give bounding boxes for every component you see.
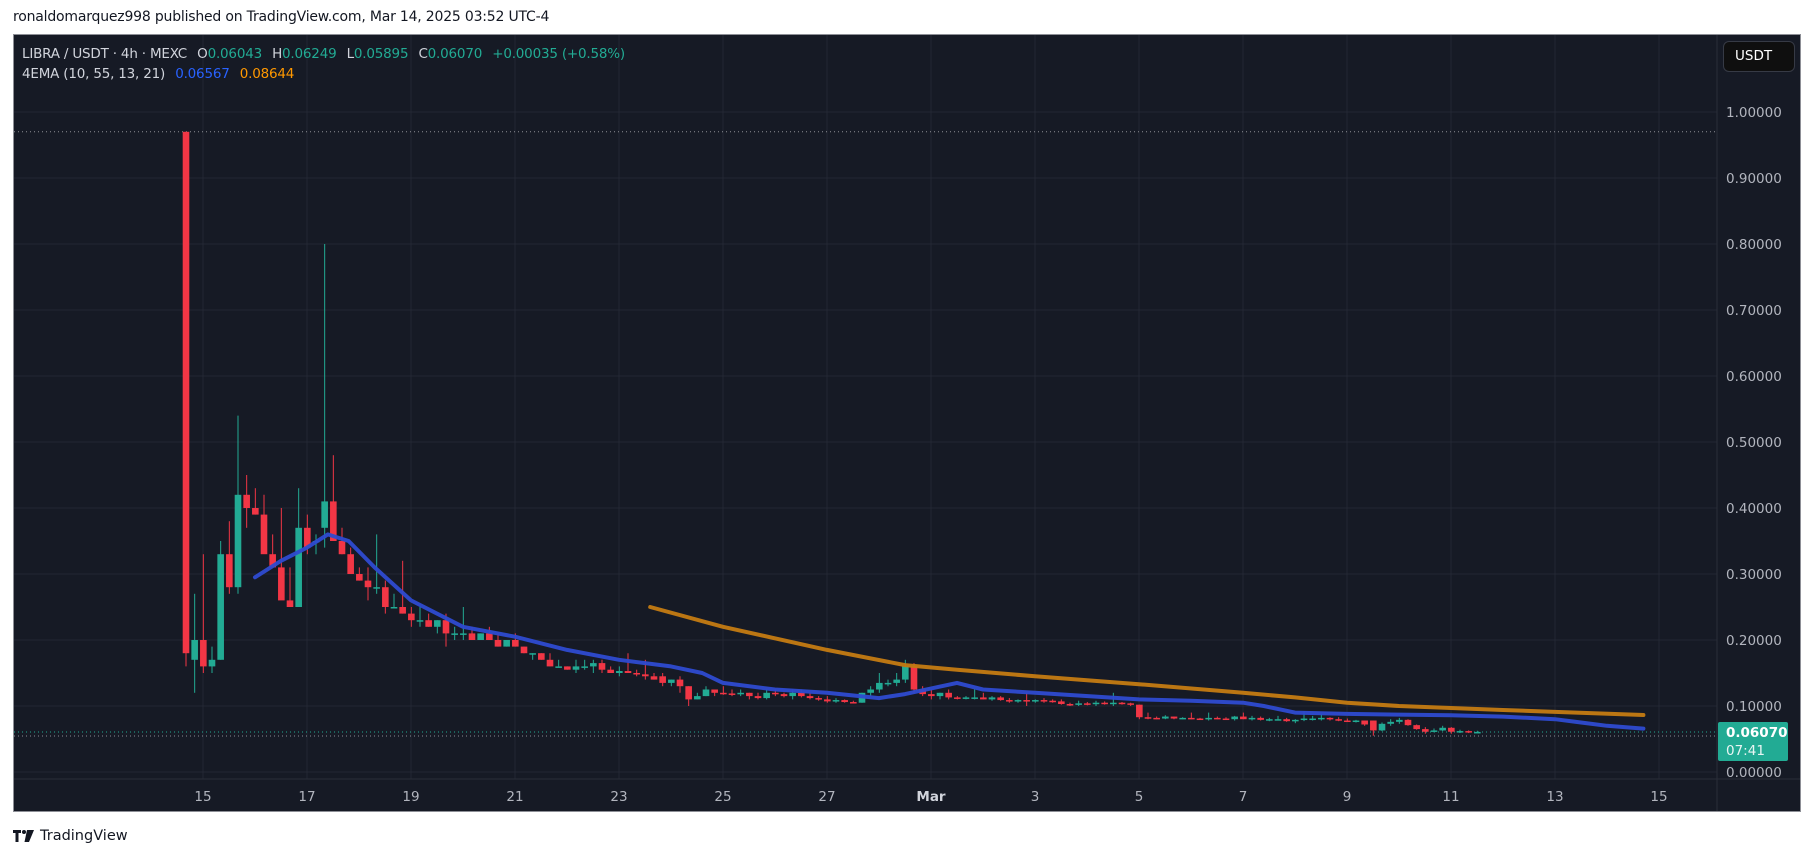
svg-text:0.10000: 0.10000 — [1726, 699, 1782, 715]
chart-frame[interactable] — [13, 34, 1801, 812]
symbol-info[interactable]: LIBRA / USDT · 4h · MEXC — [22, 46, 188, 62]
svg-text:11: 11 — [1442, 789, 1459, 805]
low-value: 0.05895 — [353, 46, 409, 62]
svg-text:23: 23 — [610, 789, 627, 805]
svg-text:3: 3 — [1031, 789, 1040, 805]
svg-text:15: 15 — [194, 789, 211, 805]
ema-blue-value: 0.06567 — [175, 66, 230, 82]
price-axis[interactable]: 1.00000 0.90000 0.80000 0.70000 0.60000 0.500… — [1726, 105, 1782, 781]
svg-text:0.40000: 0.40000 — [1726, 501, 1782, 517]
currency-button[interactable]: USDT — [1723, 41, 1795, 72]
chart-legend: LIBRA / USDT · 4h · MEXC O0.06043 H0.062… — [22, 44, 625, 84]
svg-text:0.70000: 0.70000 — [1726, 303, 1782, 319]
open-value: 0.06043 — [207, 46, 263, 62]
time-axis[interactable]: 15 17 19 21 23 25 27 Mar 3 5 7 9 11 13 15 — [194, 789, 1667, 805]
svg-text:5: 5 — [1135, 789, 1144, 805]
svg-text:19: 19 — [402, 789, 419, 805]
tradingview-logo-icon — [13, 830, 34, 842]
ohlc-row: LIBRA / USDT · 4h · MEXC O0.06043 H0.062… — [22, 44, 625, 64]
svg-text:0.90000: 0.90000 — [1726, 171, 1782, 187]
svg-text:0.80000: 0.80000 — [1726, 237, 1782, 253]
svg-text:17: 17 — [298, 789, 315, 805]
svg-text:13: 13 — [1546, 789, 1563, 805]
svg-text:0.50000: 0.50000 — [1726, 435, 1782, 451]
svg-text:9: 9 — [1343, 789, 1352, 805]
svg-text:21: 21 — [506, 789, 523, 805]
publisher-line: ronaldomarquez998 published on TradingVi… — [13, 9, 550, 25]
svg-text:0.06070: 0.06070 — [1726, 725, 1788, 741]
svg-text:0.20000: 0.20000 — [1726, 633, 1782, 649]
svg-text:07:41: 07:41 — [1726, 743, 1765, 759]
svg-text:0.00000: 0.00000 — [1726, 765, 1782, 781]
svg-text:7: 7 — [1239, 789, 1248, 805]
high-label: H — [272, 46, 283, 62]
last-price-tag: 0.06070 07:41 — [1718, 721, 1788, 761]
svg-text:15: 15 — [1650, 789, 1667, 805]
tradingview-logo[interactable]: TradingView — [13, 828, 128, 844]
brand-name: TradingView — [40, 828, 128, 844]
svg-text:Mar: Mar — [916, 789, 946, 805]
ema-orange-value: 0.08644 — [239, 66, 295, 82]
change-value: +0.00035 (+0.58%) — [492, 46, 625, 62]
high-value: 0.06249 — [282, 46, 337, 62]
candles — [182, 131, 1481, 736]
svg-text:27: 27 — [818, 789, 835, 805]
open-label: O — [197, 46, 208, 62]
svg-text:0.30000: 0.30000 — [1726, 567, 1782, 583]
svg-text:1.00000: 1.00000 — [1726, 105, 1782, 121]
grid-lines — [14, 35, 1800, 811]
close-label: C — [418, 46, 428, 62]
svg-text:0.60000: 0.60000 — [1726, 369, 1782, 385]
close-value: 0.06070 — [427, 46, 483, 62]
ema-lines — [253, 532, 1646, 731]
svg-text:25: 25 — [714, 789, 731, 805]
low-label: L — [346, 46, 355, 62]
indicator-name[interactable]: 4EMA (10, 55, 13, 21) — [22, 66, 166, 82]
indicator-row: 4EMA (10, 55, 13, 21) 0.06567 0.08644 — [22, 64, 625, 84]
